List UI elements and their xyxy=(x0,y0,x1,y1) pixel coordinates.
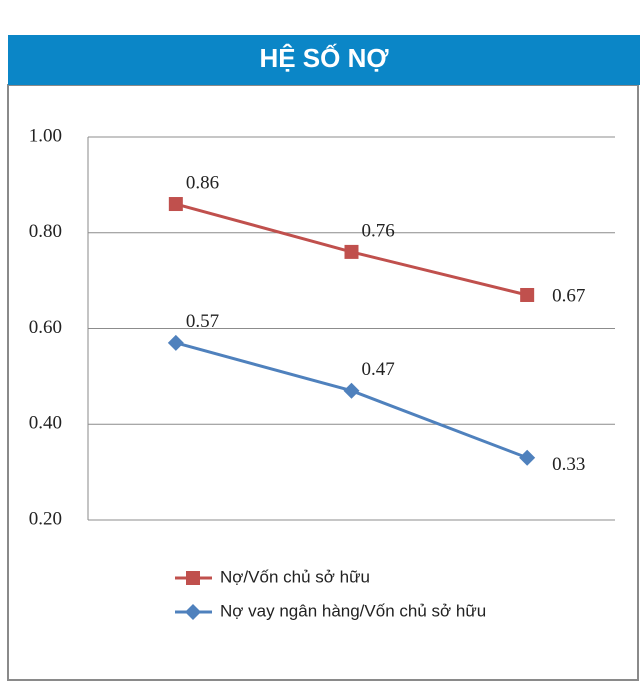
data-label: 0.86 xyxy=(186,172,219,193)
chart-title: HỆ SỐ NỢ xyxy=(259,43,389,73)
data-label: 0.76 xyxy=(362,220,395,241)
data-label: 0.67 xyxy=(552,285,585,306)
data-point xyxy=(168,197,183,212)
data-label: 0.33 xyxy=(552,454,585,475)
data-point xyxy=(520,287,535,302)
y-tick-label: 0.40 xyxy=(29,413,62,434)
y-tick-label: 0.20 xyxy=(29,508,62,529)
legend-marker xyxy=(185,604,201,620)
y-tick-label: 0.60 xyxy=(29,317,62,338)
data-label: 0.57 xyxy=(186,311,219,332)
data-point xyxy=(167,334,184,351)
header-bar xyxy=(8,35,640,85)
data-point xyxy=(343,382,360,399)
legend-label: Nợ/Vốn chủ sở hữu xyxy=(220,567,370,586)
data-label: 0.47 xyxy=(362,359,395,380)
data-point xyxy=(519,449,536,466)
y-tick-label: 0.80 xyxy=(29,221,62,242)
data-point xyxy=(344,244,359,259)
legend-marker xyxy=(186,571,200,585)
y-tick-label: 1.00 xyxy=(29,125,62,146)
legend-label: Nợ vay ngân hàng/Vốn chủ sở hữu xyxy=(220,601,486,620)
